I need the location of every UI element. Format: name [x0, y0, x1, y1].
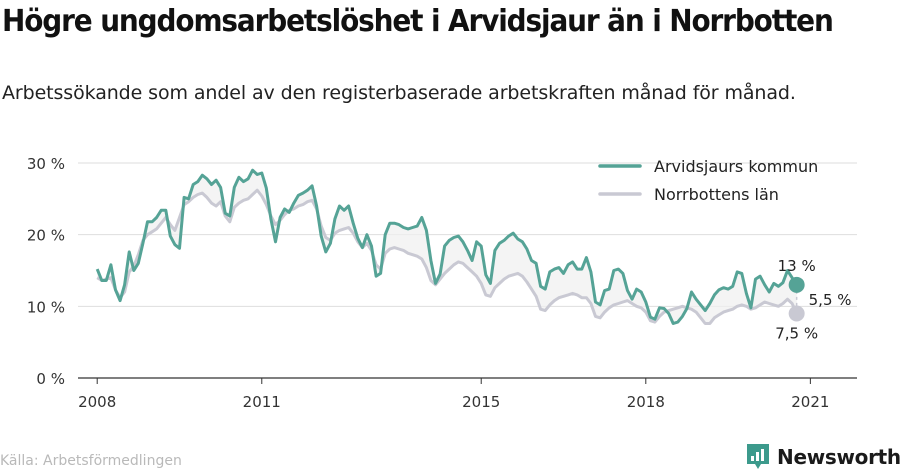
- x-axis: 2008 2011 2015 2018 2021: [78, 378, 829, 411]
- difference-label: 5,5 %: [809, 291, 852, 309]
- x-tick-label: 2018: [627, 393, 665, 411]
- y-tick-label: 20 %: [27, 227, 65, 245]
- y-tick-label: 30 %: [27, 155, 65, 173]
- legend-label: Arvidsjaurs kommun: [654, 157, 818, 176]
- end-annotations: 13 % 7,5 % 5,5 %: [775, 257, 851, 343]
- difference-area: [97, 170, 797, 324]
- y-axis: 0 % 10 % 20 % 30 %: [27, 155, 65, 388]
- series-line-arvidsjaurs-kommun: [95, 168, 798, 325]
- source-note: Källa: Arbetsförmedlingen: [0, 453, 182, 469]
- end-label-arvidsjaurs-kommun: 13 %: [778, 257, 816, 275]
- x-tick-label: 2021: [791, 393, 829, 411]
- chart-subtitle: Arbetssökande som andel av den registerb…: [2, 82, 796, 104]
- brand-name: Newsworthy: [777, 445, 900, 469]
- legend-label: Norrbottens län: [654, 185, 779, 204]
- brand-logo: Newsworthy: [745, 442, 900, 472]
- chart-title: Högre ungdomsarbetslöshet i Arvidsjaur ä…: [2, 4, 834, 39]
- x-tick-label: 2008: [78, 393, 116, 411]
- y-tick-label: 10 %: [27, 298, 65, 316]
- x-tick-label: 2015: [462, 393, 500, 411]
- legend: Arvidsjaurs kommun Norrbottens län: [598, 157, 818, 204]
- series-line-norrbottens-lan: [96, 188, 799, 325]
- x-tick-label: 2011: [243, 393, 281, 411]
- newsworthy-logo-icon: [747, 444, 769, 469]
- y-tick-label: 0 %: [36, 370, 65, 388]
- end-label-norrbottens-lan: 7,5 %: [775, 325, 818, 343]
- end-point-arvidsjaurs-kommun: [788, 276, 805, 293]
- end-point-norrbottens-lan: [788, 305, 805, 322]
